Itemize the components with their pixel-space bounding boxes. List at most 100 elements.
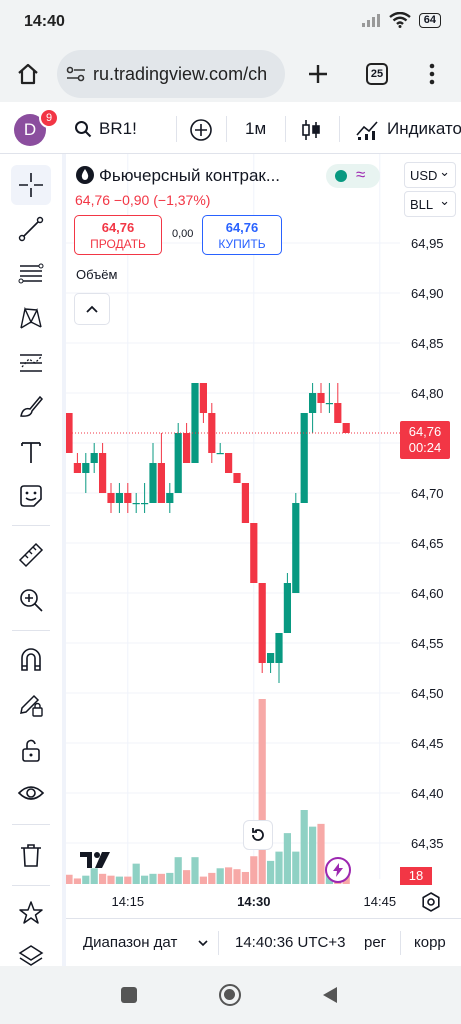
candle-body bbox=[283, 583, 291, 633]
brush-icon bbox=[20, 395, 44, 417]
symbol-title[interactable]: Фьючерсный контрак... bbox=[99, 166, 281, 185]
crosshair-icon bbox=[19, 173, 43, 197]
symbol-logo-icon bbox=[76, 166, 94, 184]
volume-bar bbox=[233, 869, 241, 884]
chart-bottom-toolbar: Диапазон дат 14:40:36 UTC+3 рег корр bbox=[66, 918, 461, 966]
remove-drawings-tool[interactable] bbox=[11, 835, 51, 875]
tab-count: 25 bbox=[366, 63, 388, 85]
candle-body bbox=[216, 453, 224, 455]
reset-chart-button[interactable] bbox=[243, 820, 273, 850]
symbol-search-button[interactable]: BR1! bbox=[99, 119, 137, 138]
layers-icon bbox=[18, 945, 44, 966]
zoom-in-icon bbox=[20, 589, 43, 612]
sell-price: 64,76 bbox=[101, 220, 135, 235]
market-status[interactable]: ≈ bbox=[326, 164, 380, 188]
volume-bar bbox=[166, 872, 174, 884]
system-nav-bar bbox=[0, 966, 461, 1024]
volume-bar bbox=[141, 875, 149, 884]
candle-body bbox=[99, 453, 107, 493]
zoom-tool[interactable] bbox=[11, 580, 51, 620]
trend-line-tool[interactable] bbox=[11, 209, 51, 249]
indicators-button[interactable]: Индикато bbox=[387, 119, 461, 138]
flash-button[interactable] bbox=[325, 857, 351, 883]
current-price-label: 64,76 00:24 bbox=[400, 421, 450, 459]
price-chart[interactable]: 64,9564,9064,8564,8064,7564,7064,6564,60… bbox=[66, 154, 461, 918]
fib-tool[interactable] bbox=[11, 254, 51, 294]
candle-body bbox=[334, 403, 342, 423]
home-icon bbox=[18, 63, 38, 85]
lock-drawings-tool[interactable] bbox=[11, 685, 51, 725]
currency-select[interactable]: USD bbox=[404, 162, 456, 188]
trash-icon bbox=[21, 844, 41, 867]
volume-legend[interactable]: Объём bbox=[76, 267, 118, 282]
home-button[interactable] bbox=[12, 58, 44, 90]
date-range-button[interactable]: Диапазон дат bbox=[83, 934, 178, 951]
volume-bar bbox=[216, 868, 224, 884]
projection-tool[interactable] bbox=[11, 343, 51, 383]
interval-button[interactable]: 1м bbox=[245, 119, 267, 138]
candle-body bbox=[115, 493, 123, 503]
ruler-icon bbox=[18, 542, 44, 568]
new-tab-button[interactable] bbox=[302, 58, 334, 90]
candle-body bbox=[233, 473, 241, 483]
measure-tool[interactable] bbox=[11, 535, 51, 575]
browser-toolbar: ru.tradingview.com/ch 25 bbox=[0, 46, 461, 102]
compare-add-icon[interactable] bbox=[189, 118, 213, 142]
object-tree-tool[interactable] bbox=[11, 936, 51, 976]
lock-all-tool[interactable] bbox=[11, 730, 51, 770]
chart-pane[interactable]: 64,9564,9064,8564,8064,7564,7064,6564,60… bbox=[66, 154, 461, 966]
candle-body bbox=[166, 493, 174, 503]
candles-style-icon[interactable] bbox=[300, 118, 322, 142]
home-nav-button[interactable] bbox=[219, 984, 241, 1006]
candle-body bbox=[82, 463, 90, 473]
price-axis-label: 64,55 bbox=[411, 636, 444, 651]
indicators-icon bbox=[356, 121, 378, 140]
magnet-icon bbox=[21, 648, 41, 671]
adjustment-button[interactable]: корр bbox=[414, 934, 446, 951]
candle-body bbox=[191, 383, 199, 463]
spread-value: 0,00 bbox=[172, 228, 194, 240]
recents-button[interactable] bbox=[121, 987, 137, 1003]
hide-drawings-tool[interactable] bbox=[11, 774, 51, 814]
timezone-clock[interactable]: 14:40:36 UTC+3 bbox=[235, 934, 346, 951]
price-axis-label: 64,40 bbox=[411, 786, 444, 801]
sticker-icon bbox=[20, 485, 42, 507]
pattern-tool[interactable] bbox=[11, 298, 51, 338]
fib-retracement-icon bbox=[18, 263, 44, 284]
magnet-tool[interactable] bbox=[11, 640, 51, 680]
candle-body bbox=[317, 393, 325, 403]
candle-body bbox=[199, 383, 207, 413]
candle-body bbox=[73, 463, 81, 473]
collapse-legend-button[interactable] bbox=[74, 293, 110, 325]
favorites-tool[interactable] bbox=[11, 893, 51, 933]
market-open-dot bbox=[335, 170, 347, 182]
sell-button[interactable]: 64,76 ПРОДАТЬ bbox=[74, 215, 162, 255]
drawing-toolbar bbox=[0, 154, 62, 966]
volume-bar bbox=[82, 875, 90, 884]
tradingview-logo-icon bbox=[80, 852, 110, 868]
volume-bar bbox=[317, 823, 325, 884]
text-tool[interactable] bbox=[11, 432, 51, 472]
brush-tool[interactable] bbox=[11, 387, 51, 427]
eye-icon bbox=[17, 786, 45, 800]
sticker-tool[interactable] bbox=[11, 476, 51, 516]
browser-menu-button[interactable] bbox=[416, 58, 448, 90]
buy-button[interactable]: 64,76 КУПИТЬ bbox=[202, 215, 282, 255]
volume-bar bbox=[309, 826, 317, 884]
volume-bar bbox=[208, 872, 216, 884]
volume-bar bbox=[157, 873, 165, 884]
unit-select[interactable]: BLL bbox=[404, 191, 456, 217]
candle-body bbox=[208, 413, 216, 453]
volume-bar bbox=[199, 876, 207, 884]
candle-body bbox=[309, 393, 317, 413]
address-bar[interactable]: ru.tradingview.com/ch bbox=[57, 50, 285, 98]
candle-body bbox=[275, 633, 283, 663]
tab-switcher-button[interactable]: 25 bbox=[361, 58, 393, 90]
candle-body bbox=[225, 453, 233, 473]
session-button[interactable]: рег bbox=[364, 934, 387, 951]
back-button[interactable] bbox=[320, 985, 340, 1005]
settings-gear-icon[interactable] bbox=[421, 892, 441, 912]
crosshair-tool[interactable] bbox=[11, 165, 51, 205]
chevron-up-icon bbox=[86, 305, 98, 313]
data-delay-icon: ≈ bbox=[356, 165, 366, 184]
